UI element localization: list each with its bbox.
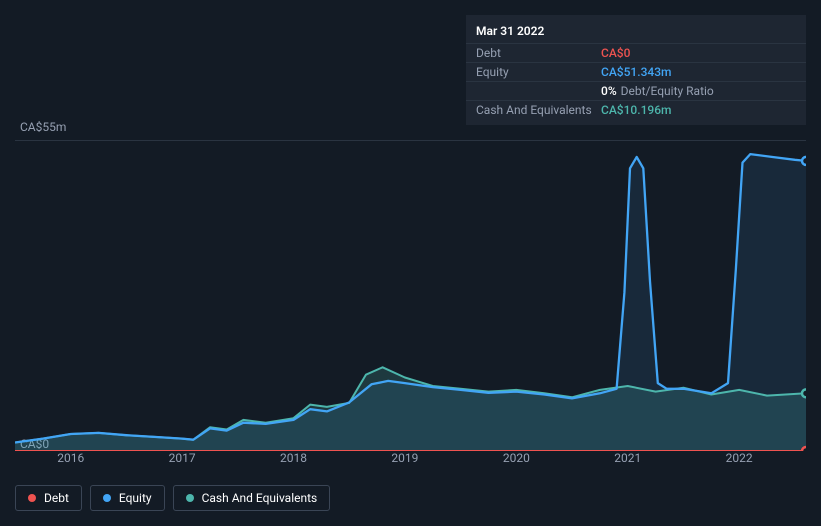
financial-chart[interactable]: CA$55m CA$0 2016201720182019202020212022… bbox=[15, 120, 806, 511]
tooltip-value: CA$51.343m bbox=[601, 65, 672, 79]
tooltip-value: CA$10.196m bbox=[601, 103, 672, 117]
tooltip-label bbox=[476, 84, 601, 98]
x-axis-tick: 2018 bbox=[280, 451, 307, 465]
legend-label: Equity bbox=[119, 491, 152, 505]
tooltip-row-ratio: 0% Debt/Equity Ratio bbox=[466, 81, 806, 100]
swatch-icon bbox=[186, 494, 194, 502]
y-axis-max-label: CA$55m bbox=[20, 120, 66, 134]
x-axis-tick: 2022 bbox=[726, 451, 753, 465]
legend-label: Debt bbox=[44, 491, 69, 505]
tooltip-row-equity: Equity CA$51.343m bbox=[466, 62, 806, 81]
chart-tooltip: Mar 31 2022 Debt CA$0 Equity CA$51.343m … bbox=[466, 15, 806, 125]
legend-item-cash[interactable]: Cash And Equivalents bbox=[173, 485, 331, 511]
tooltip-label: Debt bbox=[476, 46, 601, 60]
tooltip-suffix: Debt/Equity Ratio bbox=[621, 84, 714, 98]
swatch-icon bbox=[103, 494, 111, 502]
tooltip-date: Mar 31 2022 bbox=[466, 21, 806, 43]
tooltip-label: Equity bbox=[476, 65, 601, 79]
x-axis-tick: 2016 bbox=[57, 451, 84, 465]
tooltip-value: CA$0 bbox=[601, 46, 630, 60]
tooltip-row-cash: Cash And Equivalents CA$10.196m bbox=[466, 100, 806, 119]
x-axis-tick: 2021 bbox=[614, 451, 641, 465]
tooltip-label: Cash And Equivalents bbox=[476, 103, 601, 117]
legend-label: Cash And Equivalents bbox=[202, 491, 318, 505]
chart-svg bbox=[15, 140, 806, 451]
legend-item-debt[interactable]: Debt bbox=[15, 485, 82, 511]
x-axis: 2016 2017 2018 2019 2020 2021 2022 bbox=[15, 451, 806, 471]
swatch-icon bbox=[28, 494, 36, 502]
tooltip-value: 0% bbox=[601, 84, 617, 98]
legend-item-equity[interactable]: Equity bbox=[90, 485, 165, 511]
plot-area bbox=[15, 140, 806, 451]
chart-legend: Debt Equity Cash And Equivalents bbox=[15, 485, 330, 511]
tooltip-row-debt: Debt CA$0 bbox=[466, 43, 806, 62]
x-axis-tick: 2020 bbox=[503, 451, 530, 465]
x-axis-tick: 2017 bbox=[169, 451, 196, 465]
x-axis-tick: 2019 bbox=[391, 451, 418, 465]
